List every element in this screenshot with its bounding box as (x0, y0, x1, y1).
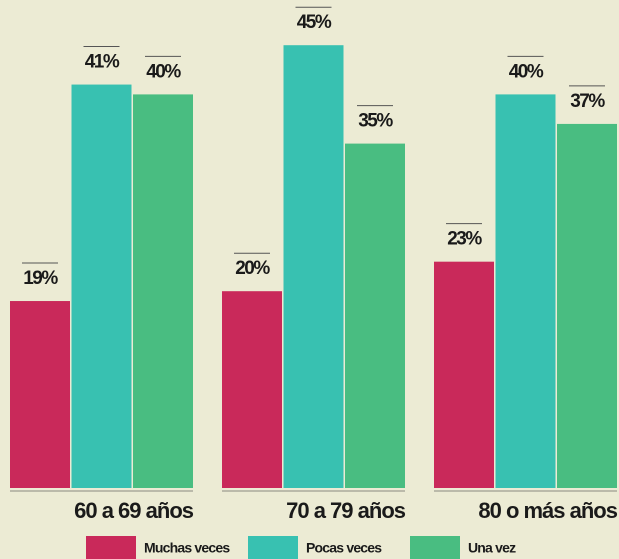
legend-swatch (248, 536, 298, 559)
category-label: 70 a 79 años (286, 498, 406, 523)
bar (133, 94, 193, 489)
value-label: 23% (447, 229, 482, 250)
value-label: 41% (85, 52, 120, 73)
legend-swatch (410, 536, 460, 559)
bar (495, 94, 556, 489)
legend-label: Pocas veces (306, 540, 382, 556)
value-label: 35% (358, 111, 393, 132)
category-label: 60 a 69 años (74, 498, 194, 523)
value-label: 40% (146, 61, 181, 82)
bar (10, 301, 70, 488)
category-label: 80 o más años (478, 498, 617, 523)
bar (222, 291, 282, 488)
value-label: 40% (509, 61, 544, 82)
value-label: 20% (235, 258, 270, 279)
value-label: 45% (297, 12, 332, 33)
legend-label: Una vez (468, 540, 516, 556)
bar (557, 123, 617, 489)
value-label: 19% (23, 268, 58, 289)
value-label: 37% (570, 91, 605, 112)
legend-label: Muchas veces (144, 540, 230, 556)
bar (71, 84, 132, 488)
bar (434, 261, 494, 488)
legend-swatch (86, 536, 136, 559)
bar (283, 45, 344, 488)
bar (345, 143, 405, 488)
